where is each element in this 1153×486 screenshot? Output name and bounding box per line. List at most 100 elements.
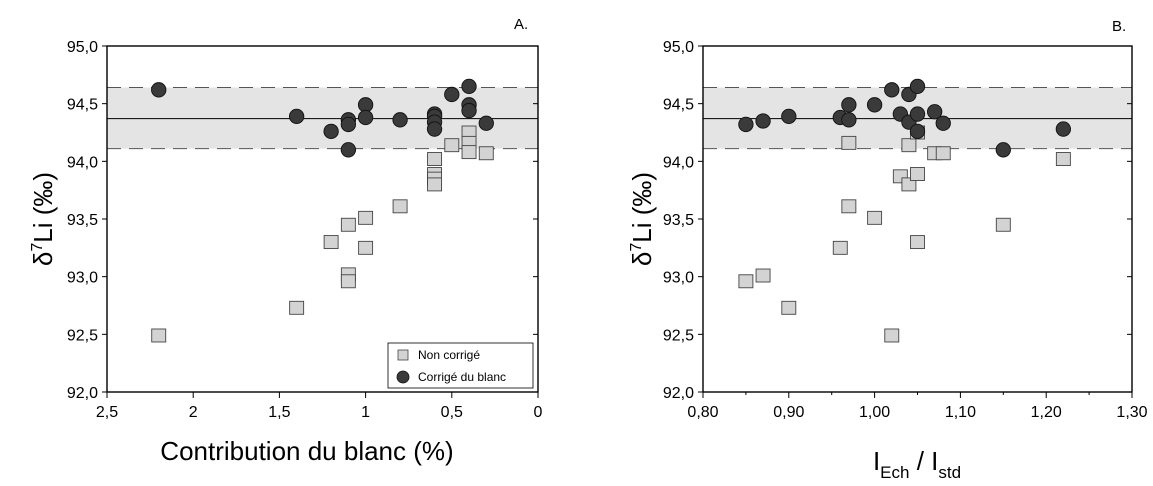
data-point-corrige-du-blanc — [841, 97, 857, 113]
data-point-non-corrige — [444, 138, 460, 153]
data-point-non-corrige — [461, 145, 477, 160]
x-tick-label: 1,00 — [859, 404, 890, 421]
y-ticks-a: 92,0 92,5 93,0 93,5 94,0 94,5 95,0 — [67, 39, 538, 402]
panel-label-b: B. — [1112, 18, 1126, 35]
data-point-corrige-du-blanc — [884, 82, 900, 98]
data-point-non-corrige — [910, 167, 925, 181]
data-point-non-corrige — [755, 268, 771, 283]
data-point-corrige-du-blanc — [909, 106, 926, 122]
y-axis-label-sup-b: 7 — [628, 243, 645, 252]
x-tick-label: 0,80 — [687, 404, 718, 421]
data-point-non-corrige — [289, 300, 305, 315]
y-tick-label: 94,5 — [663, 97, 694, 114]
data-point-corrige-du-blanc — [444, 86, 460, 103]
data-point-corrige-du-blanc — [340, 142, 357, 158]
data-point-corrige-du-blanc — [478, 115, 494, 131]
x-axis-label-sep-b: / — [909, 446, 931, 476]
data-point-corrige-du-blanc — [1055, 121, 1072, 137]
x-axis-label-b: IEch / Istd — [873, 446, 961, 482]
y-tick-label: 93,0 — [67, 270, 98, 287]
data-point-non-corrige — [340, 274, 356, 289]
data-point-non-corrige — [901, 177, 917, 192]
data-point-non-corrige — [151, 328, 167, 343]
data-point-non-corrige — [738, 274, 754, 289]
legend-label-non-corrige: Non corrigé — [418, 348, 480, 362]
data-point-non-corrige — [427, 152, 443, 166]
data-point-non-corrige — [358, 210, 374, 225]
x-tick-label: 1,10 — [945, 404, 976, 421]
data-point-corrige-du-blanc — [781, 108, 797, 125]
x-tick-label: 1 — [361, 404, 370, 421]
data-point-non-corrige — [340, 217, 356, 232]
x-tick-label: 2 — [189, 404, 198, 421]
y-tick-label: 95,0 — [67, 39, 98, 56]
y-tick-label: 94,5 — [67, 97, 98, 114]
x-axis-label-i2-b: I — [931, 446, 938, 476]
data-point-non-corrige — [910, 235, 925, 250]
data-point-non-corrige — [427, 177, 443, 192]
y-tick-label: 94,0 — [67, 154, 98, 171]
data-point-non-corrige — [781, 300, 797, 315]
points-b — [738, 78, 1072, 343]
data-point-corrige-du-blanc — [909, 123, 926, 139]
x-tick-label: 1,30 — [1116, 404, 1147, 421]
x-tick-label: 1,20 — [1031, 404, 1062, 421]
y-tick-label: 93,5 — [67, 212, 98, 229]
x-tick-label: 0,90 — [773, 404, 804, 421]
y-axis-label-main-b: Li (‰) — [627, 172, 657, 243]
y-axis-label-delta-b: δ — [627, 252, 657, 266]
data-point-corrige-du-blanc — [288, 108, 305, 125]
y-tick-label: 92,0 — [67, 385, 98, 402]
data-point-corrige-du-blanc — [866, 97, 883, 113]
data-point-corrige-du-blanc — [935, 115, 951, 131]
data-point-corrige-du-blanc — [323, 123, 339, 139]
data-point-corrige-du-blanc — [151, 82, 167, 98]
data-point-corrige-du-blanc — [392, 112, 408, 128]
y-tick-label: 93,5 — [663, 212, 694, 229]
x-axis-label-a: Contribution du blanc (%) — [160, 436, 453, 466]
data-point-corrige-du-blanc — [461, 78, 477, 95]
data-point-non-corrige — [995, 217, 1011, 232]
legend-circle-marker — [396, 370, 410, 384]
data-point-non-corrige — [884, 328, 900, 343]
data-point-non-corrige — [841, 199, 857, 214]
data-point-non-corrige — [901, 138, 917, 153]
y-axis-label-main-a: Li (‰) — [28, 172, 58, 243]
x-ticks-a: 2,5 2 1,5 1 0,5 0 — [96, 392, 543, 421]
data-point-corrige-du-blanc — [426, 121, 443, 137]
y-ticks-b: 92,0 92,5 93,0 93,5 94,0 94,5 95,0 — [663, 39, 1132, 402]
x-tick-label: 0,5 — [441, 404, 463, 421]
y-axis-label-b: δ7Li (‰) — [627, 172, 657, 266]
data-point-non-corrige — [935, 146, 951, 161]
legend-square-marker — [397, 349, 409, 361]
y-tick-label: 92,0 — [663, 385, 694, 402]
y-tick-label: 93,0 — [663, 270, 694, 287]
data-point-corrige-du-blanc — [461, 102, 477, 119]
data-point-non-corrige — [832, 240, 848, 255]
x-tick-label: 1,5 — [268, 404, 290, 421]
y-axis-label-sup-a: 7 — [29, 243, 46, 252]
data-point-non-corrige — [358, 240, 374, 255]
x-axis-label-i1-b: I — [873, 446, 880, 476]
data-point-corrige-du-blanc — [738, 116, 754, 133]
data-point-corrige-du-blanc — [357, 109, 374, 126]
x-tick-label: 0 — [534, 404, 543, 421]
y-axis-label-a: δ7Li (‰) — [28, 172, 58, 266]
x-axis-label-sub2-b: std — [938, 463, 961, 482]
x-axis-label-sub1-b: Ech — [880, 463, 909, 482]
data-point-non-corrige — [478, 146, 494, 161]
panel-a: 92,0 92,5 93,0 93,5 94,0 94,5 95,0 2,5 2 1,5 1 0,5… — [28, 16, 543, 466]
data-point-non-corrige — [841, 135, 857, 150]
data-point-corrige-du-blanc — [755, 113, 771, 129]
data-point-non-corrige — [392, 199, 408, 214]
y-tick-label: 95,0 — [663, 39, 694, 56]
legend-box-a — [387, 342, 534, 389]
panel-label-a: A. — [514, 16, 528, 33]
data-point-corrige-du-blanc — [909, 78, 926, 95]
data-point-corrige-du-blanc — [995, 142, 1011, 158]
data-point-corrige-du-blanc — [340, 116, 357, 133]
legend-a: Non corrigé Corrigé du blanc — [387, 342, 534, 389]
y-axis-label-delta-a: δ — [28, 252, 58, 266]
x-ticks-b: 0,80 0,90 1,00 1,10 1,20 1,30 — [687, 392, 1148, 421]
